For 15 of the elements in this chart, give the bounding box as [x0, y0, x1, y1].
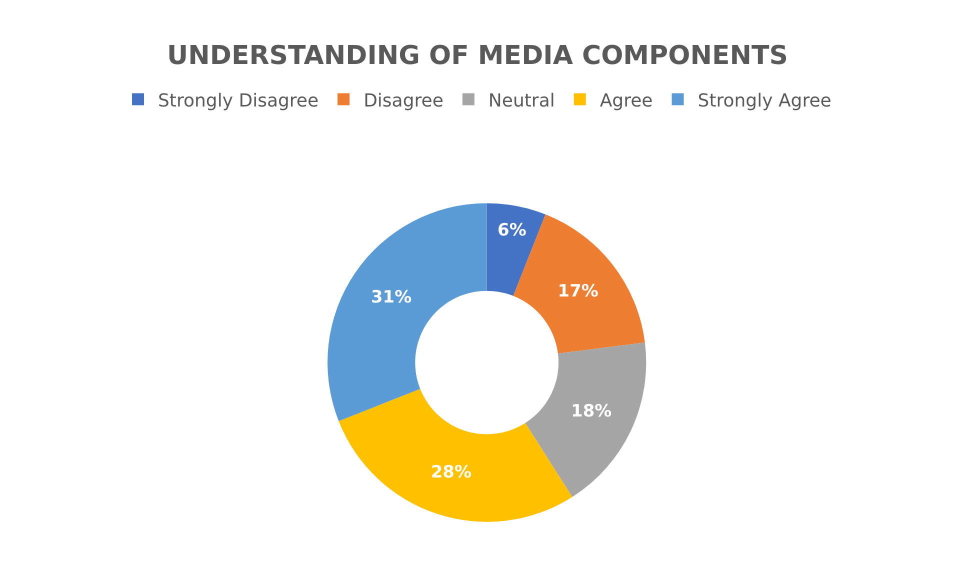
- data-label: 18%: [571, 402, 612, 422]
- data-label: 6%: [498, 220, 526, 241]
- legend-label: Strongly Agree: [698, 90, 832, 112]
- data-label: 28%: [430, 462, 472, 482]
- donut-slice: [328, 203, 487, 422]
- donut-slice: [525, 342, 646, 498]
- chart-title: UNDERSTANDING OF MEDIA COMPONENTS: [167, 41, 788, 72]
- donut-slice: [486, 203, 546, 296]
- data-label: 17%: [558, 282, 598, 302]
- donut-slice: [338, 388, 572, 522]
- legend-label: Strongly Disagree: [158, 90, 319, 112]
- legend-label: Disagree: [364, 90, 444, 112]
- data-label: 31%: [370, 288, 412, 308]
- legend-label: Neutral: [488, 90, 555, 112]
- legend-label: Agree: [600, 90, 653, 112]
